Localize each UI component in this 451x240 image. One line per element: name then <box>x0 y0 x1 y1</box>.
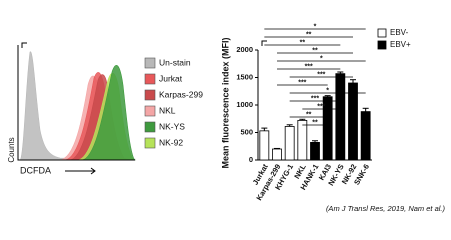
y-axis-label: Counts <box>7 137 16 162</box>
legend-swatch <box>377 28 387 38</box>
citation: (Am J Transl Res, 2019, Nam et al.) <box>326 204 446 213</box>
significance-label: * <box>320 55 323 62</box>
legend-swatch <box>144 105 156 117</box>
y-tick-label: 2000 <box>236 45 253 54</box>
x-axis-label: DCFDA <box>20 165 51 175</box>
significance-label: ** <box>306 31 312 38</box>
y-tick-label: 500 <box>240 127 253 136</box>
legend-swatch <box>144 73 156 85</box>
legend-swatch <box>377 40 387 50</box>
y-tick-label: 1000 <box>236 100 253 109</box>
legend-label: NK-YS <box>159 121 185 131</box>
significance-label: ** <box>306 111 312 118</box>
significance-label: * <box>314 23 317 30</box>
bar <box>360 111 371 161</box>
histogram-curve <box>19 51 136 161</box>
significance-label: *** <box>317 71 325 78</box>
bar <box>297 120 308 161</box>
bar <box>284 126 295 161</box>
significance-label: ** <box>312 119 318 126</box>
significance-label: *** <box>298 79 306 86</box>
bar <box>259 130 270 161</box>
legend-label: Un-stain <box>159 57 191 67</box>
histogram-curve <box>81 65 136 161</box>
corner-mark <box>21 42 27 48</box>
significance-label: *** <box>317 103 325 110</box>
significance-label: *** <box>311 95 319 102</box>
legend-label: Jurkat <box>159 73 183 83</box>
bar <box>272 148 282 161</box>
legend-label: Karpas-299 <box>159 89 203 99</box>
legend-swatch <box>144 121 156 133</box>
histogram-curves <box>19 51 136 161</box>
axis-lines <box>17 45 135 161</box>
bar <box>335 73 346 161</box>
figure: Counts DCFDA (Am J Transl Res, 2019, Nam… <box>7 23 446 213</box>
legend-label: NKL <box>159 105 176 115</box>
arrow <box>65 167 96 175</box>
legend-swatch <box>144 89 156 101</box>
y-tick-label: 1500 <box>236 72 253 81</box>
bar <box>322 96 333 161</box>
legend-label: EBV+ <box>390 40 411 49</box>
significance-label: * <box>326 87 329 94</box>
corner-mark <box>261 40 267 46</box>
legend-label: EBV- <box>390 28 409 37</box>
y-axis-label: Mean fluorescence index (MFI) <box>220 37 230 168</box>
bar <box>348 82 358 161</box>
bar <box>310 141 320 161</box>
legend-label: NK-92 <box>159 137 183 147</box>
legend-swatch <box>144 57 156 69</box>
y-tick-label: 0 <box>249 155 253 164</box>
significance-label: ** <box>312 47 318 54</box>
significance-label: *** <box>305 63 313 70</box>
legend-swatch <box>144 137 156 149</box>
significance-label: ** <box>300 39 306 46</box>
